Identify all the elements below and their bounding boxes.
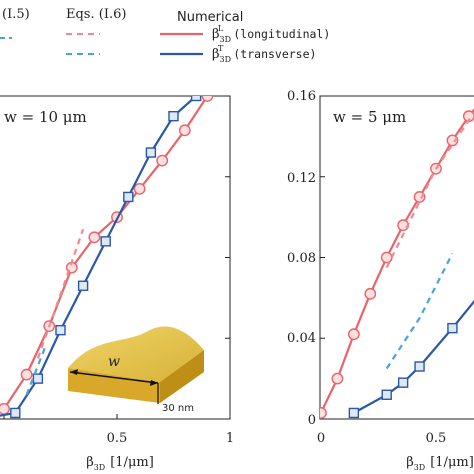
inset-side-face xyxy=(160,350,204,403)
inset-w-arrowhead-right xyxy=(150,380,158,386)
panel-left-label: w = 10 μm xyxy=(4,108,87,126)
panel-left-trans-point-7 xyxy=(145,147,157,158)
legend-eq-right-label: Eqs. (I.6) xyxy=(66,7,126,22)
inset-w-arrowhead-left xyxy=(70,369,78,375)
panel-right-long-point-3 xyxy=(364,287,377,300)
panel-right-xtick-0: 0 xyxy=(317,431,325,446)
panel-left-trans-point-5 xyxy=(100,236,111,247)
panel-right-long-point-8 xyxy=(446,134,459,147)
panel-right-xtick-1: 0.5 xyxy=(426,431,447,446)
inset-w-arrow xyxy=(69,371,159,384)
panel-right-long-point-0 xyxy=(320,407,327,419)
panel-right-ytick-4: 0.16 xyxy=(287,89,316,104)
panel-right-ytick-3: 0.12 xyxy=(287,171,316,186)
inset-thickness-label: 30 nm xyxy=(162,403,194,414)
inset-w-label: w xyxy=(108,354,120,370)
legend: (I.5) Eqs. (I.6) Numerical β3DL (longitud… xyxy=(0,7,330,64)
panel-left-trans-point-6 xyxy=(123,191,134,203)
panel-right-series-group xyxy=(320,108,474,419)
panel-left-long-point-6 xyxy=(133,182,146,195)
panel-right-long-point-1 xyxy=(331,372,344,385)
panel-left-trans-point-4 xyxy=(77,280,89,291)
panel-right-ytick-0: 0 xyxy=(308,413,316,428)
panel-left-trans-point-8 xyxy=(168,110,179,122)
panel-left-long-point-7 xyxy=(156,154,169,167)
panel-left-trans-point-1 xyxy=(10,407,21,419)
panel-left-plot xyxy=(0,96,214,419)
panel-left-long-point-0 xyxy=(0,403,10,415)
panel-right-xlabel: β3D [1/μm] xyxy=(406,455,474,472)
panel-left-trans-point-3 xyxy=(55,324,66,336)
panel-left-xlabel: β3D [1/μm] xyxy=(86,455,154,472)
panel-left-series-3-line xyxy=(25,347,46,396)
legend-numerical-title: Numerical xyxy=(177,10,243,25)
panel-left-ticks xyxy=(3,95,231,420)
inset-front-face xyxy=(68,368,160,403)
panel-left-trans-point-2 xyxy=(32,373,44,384)
panel-left-series-2-line xyxy=(36,228,85,359)
panel-left-trans-point-9 xyxy=(190,96,202,102)
panel-right-series-2-line xyxy=(385,110,474,269)
panel-left-long-point-1 xyxy=(20,368,33,381)
panel-right: w = 5 μm 0 0.5 0.16 0.12 0.08 0.04 0 β3D… xyxy=(287,89,474,472)
panel-right-series-3-line xyxy=(385,253,454,370)
panel-right-plot xyxy=(320,108,474,419)
legend-long-label: β3DL (longitudinal) xyxy=(212,24,330,44)
panel-right-label: w = 5 μm xyxy=(333,108,406,126)
panel-right-trans-point-2 xyxy=(397,377,409,388)
inset-slab: w 30 nm xyxy=(68,326,204,414)
panel-left-series-group xyxy=(0,96,214,419)
panel-left-series-1-line xyxy=(0,96,197,417)
panel-left-long-point-9 xyxy=(201,96,214,102)
panel-left: w = 10 μm 0.5 1 β3D [1/μm] w 30 nm xyxy=(0,95,234,472)
panel-right-long-point-2 xyxy=(347,328,360,341)
panel-right-long-point-4 xyxy=(380,251,393,264)
panel-left-long-point-4 xyxy=(88,231,101,244)
panel-right-trans-point-0 xyxy=(348,407,360,419)
panel-right-trans-point-4 xyxy=(447,322,458,334)
panel-left-series-0-line xyxy=(3,96,209,410)
inset-top-face xyxy=(68,326,204,382)
panel-right-ytick-2: 0.08 xyxy=(287,251,316,266)
panel-right-ytick-1: 0.04 xyxy=(287,331,316,346)
panel-left-xtick-0: 0.5 xyxy=(107,431,128,446)
panel-right-trans-point-1 xyxy=(381,389,392,400)
panel-left-long-point-8 xyxy=(178,124,191,137)
panel-left-xtick-1: 1 xyxy=(226,431,234,446)
panel-right-trans-point-3 xyxy=(414,361,425,372)
legend-trans-label: β3DT (transverse) xyxy=(212,44,316,64)
legend-eq-left-label: (I.5) xyxy=(2,7,30,22)
